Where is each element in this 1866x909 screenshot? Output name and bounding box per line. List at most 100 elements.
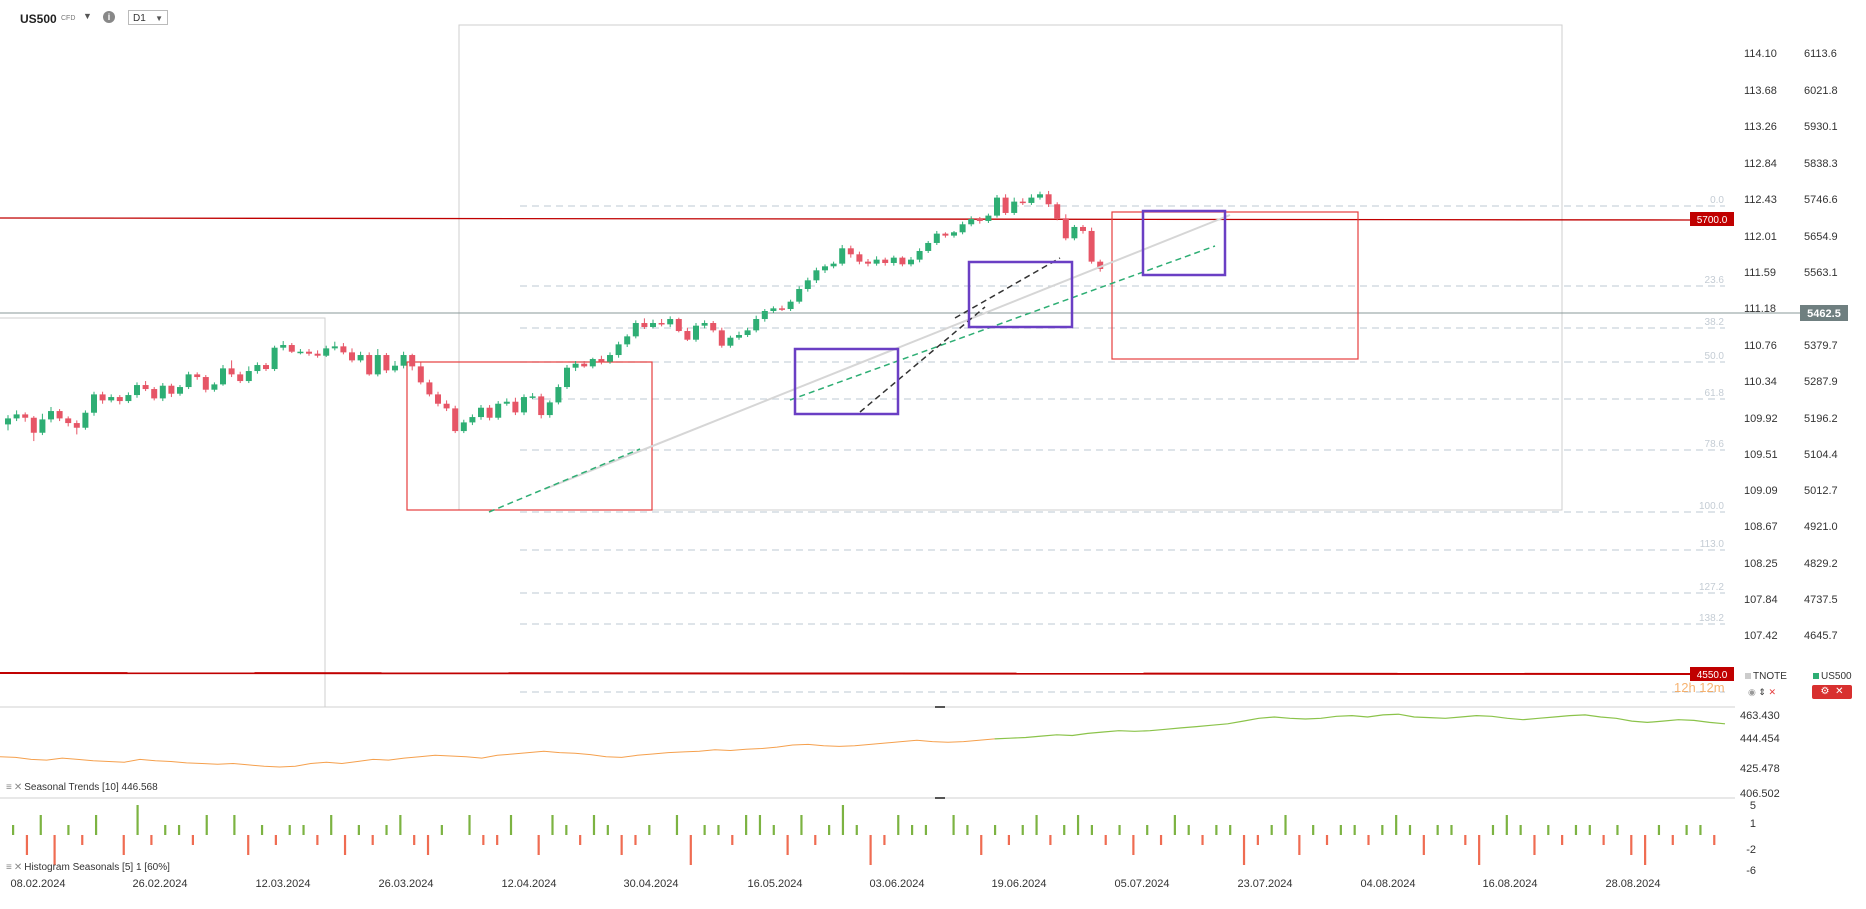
candle-body bbox=[529, 396, 536, 398]
histogram-bar bbox=[1408, 825, 1412, 835]
candle-body bbox=[331, 346, 338, 349]
histogram-bar bbox=[316, 835, 319, 845]
histogram-bar bbox=[1381, 825, 1384, 835]
remove-icon[interactable]: ✕ bbox=[1835, 686, 1844, 697]
legend-us500[interactable]: US500 bbox=[1813, 671, 1852, 682]
candle-body bbox=[1071, 226, 1078, 239]
eye-icon[interactable]: ◉ bbox=[1748, 687, 1756, 697]
trend-line bbox=[954, 257, 1061, 319]
histogram-y-tick: -6 bbox=[1746, 865, 1756, 877]
histogram-bar bbox=[717, 825, 720, 835]
histogram-bar bbox=[191, 835, 194, 845]
histogram-bar bbox=[1436, 825, 1439, 835]
histogram-bar bbox=[482, 835, 485, 845]
histogram-bar bbox=[993, 825, 997, 835]
seasonal-trend-line bbox=[994, 713, 1726, 740]
candle-body bbox=[142, 385, 149, 390]
x-tick-label: 28.08.2024 bbox=[1605, 878, 1660, 890]
histogram-bar bbox=[94, 815, 98, 835]
candle-body bbox=[349, 352, 355, 361]
x-tick-label: 03.06.2024 bbox=[869, 878, 924, 890]
candle-body bbox=[925, 242, 932, 251]
histogram-bar bbox=[1699, 825, 1702, 835]
y-tick-tnote: 107.42 bbox=[1744, 630, 1778, 642]
histogram-bar bbox=[551, 815, 554, 835]
candle-body bbox=[374, 355, 381, 375]
candle-body bbox=[220, 368, 226, 385]
settings-icon[interactable]: ⚙ bbox=[1820, 686, 1830, 697]
candle-body bbox=[56, 411, 63, 419]
timeframe-select[interactable]: D1 ▼ bbox=[128, 10, 168, 25]
tnote-controls[interactable]: ◉ ⇕ ✕ bbox=[1748, 687, 1776, 698]
histogram-bar bbox=[800, 815, 803, 835]
info-icon[interactable]: i bbox=[103, 11, 115, 23]
candle-body bbox=[1054, 204, 1061, 219]
candle-body bbox=[959, 224, 966, 233]
candle-body bbox=[314, 353, 321, 356]
resistance-tag-label: 5700.0 bbox=[1697, 215, 1728, 226]
y-tick-tnote: 109.09 bbox=[1744, 485, 1778, 497]
symbol-name[interactable]: US500 bbox=[20, 12, 57, 26]
x-tick-label: 12.03.2024 bbox=[255, 878, 310, 890]
histogram-bar bbox=[1312, 825, 1315, 835]
candle-body bbox=[572, 363, 579, 368]
fib-level-label: 23.6 bbox=[1705, 275, 1725, 286]
histogram-bar bbox=[1229, 825, 1232, 835]
close-icon[interactable]: ✕ bbox=[1768, 687, 1776, 697]
indicator-menu-icon[interactable]: ≡ bbox=[6, 782, 12, 793]
indicator-close-icon[interactable]: ✕ bbox=[13, 782, 23, 793]
candle-body bbox=[718, 330, 725, 346]
histogram-bar bbox=[1450, 825, 1453, 835]
y-tick-tnote: 110.76 bbox=[1744, 340, 1777, 352]
x-tick-label: 26.03.2024 bbox=[378, 878, 433, 890]
us500-controls[interactable]: ⚙ ✕ bbox=[1812, 685, 1852, 699]
support-tag bbox=[1690, 667, 1734, 681]
histogram-bar bbox=[1049, 835, 1052, 845]
histogram-bar bbox=[330, 815, 333, 835]
histogram-bar bbox=[772, 825, 775, 835]
histogram-bar bbox=[579, 835, 582, 845]
y-tick-price: 5746.6 bbox=[1804, 194, 1838, 206]
y-tick-price: 4829.2 bbox=[1804, 558, 1838, 570]
histogram-bar bbox=[1284, 815, 1287, 835]
candle-body bbox=[5, 418, 11, 425]
indicator-close-icon[interactable]: ✕ bbox=[13, 862, 23, 873]
candle-body bbox=[1088, 230, 1095, 262]
histogram-indicator-label[interactable]: ≡ ✕ Histogram Seasonals [5] 1 [60%] bbox=[6, 862, 170, 873]
y-tick-price: 4645.7 bbox=[1804, 630, 1838, 642]
seasonal-trend-line bbox=[0, 738, 995, 768]
histogram-bar bbox=[1159, 835, 1163, 845]
histogram-bar bbox=[786, 835, 789, 855]
histogram-bar bbox=[1104, 835, 1107, 845]
candle-body bbox=[22, 414, 29, 418]
seasonal-indicator-label[interactable]: ≡ ✕ Seasonal Trends [10] 446.568 bbox=[6, 782, 158, 793]
histogram-bar bbox=[648, 825, 651, 835]
current-price-label: 5462.5 bbox=[1807, 308, 1841, 320]
fib-level-label: 61.8 bbox=[1705, 388, 1725, 399]
resistance-level-line bbox=[0, 217, 1691, 221]
range-box bbox=[406, 361, 653, 511]
move-updown-icon[interactable]: ⇕ bbox=[1758, 687, 1766, 697]
histogram-bar bbox=[606, 825, 609, 835]
candle-body bbox=[890, 257, 897, 263]
candle-body bbox=[761, 311, 768, 320]
trend-line bbox=[544, 214, 1231, 490]
histogram-bar bbox=[413, 835, 416, 845]
legend-tnote-label: TNOTE bbox=[1753, 671, 1787, 682]
candle-body bbox=[942, 233, 949, 236]
histogram-bar bbox=[1035, 815, 1038, 835]
candle-body bbox=[185, 374, 192, 388]
candle-body bbox=[228, 368, 235, 375]
candle-body bbox=[976, 218, 983, 221]
histogram-y-tick: 5 bbox=[1750, 800, 1756, 812]
seasonal-layer: 463.430 444.454 425.478 406.502 bbox=[0, 710, 1780, 800]
candle-body bbox=[727, 337, 734, 346]
legend-tnote[interactable]: TNOTE bbox=[1745, 671, 1787, 682]
symbol-dropdown-icon[interactable]: ▼ bbox=[83, 11, 92, 21]
indicator-menu-icon[interactable]: ≡ bbox=[6, 862, 12, 873]
candle-body bbox=[650, 323, 656, 328]
histogram-bar bbox=[247, 835, 250, 855]
histogram-bar bbox=[1187, 825, 1190, 835]
candle-body bbox=[701, 323, 708, 326]
